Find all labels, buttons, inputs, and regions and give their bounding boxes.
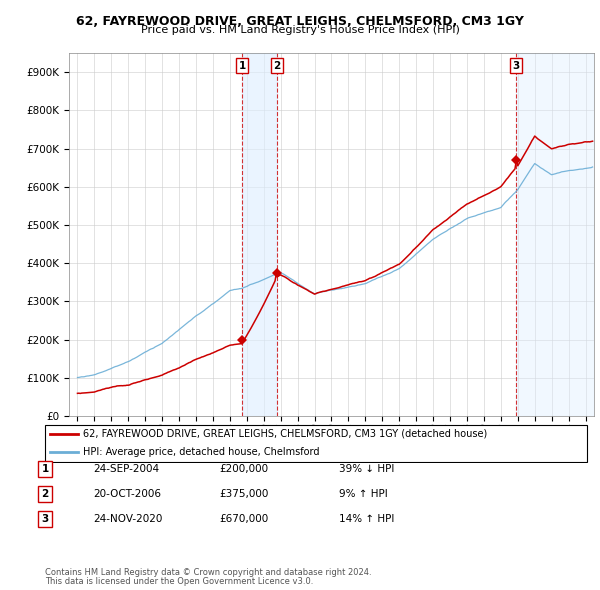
- FancyBboxPatch shape: [45, 425, 587, 461]
- Text: £375,000: £375,000: [219, 489, 268, 499]
- Text: This data is licensed under the Open Government Licence v3.0.: This data is licensed under the Open Gov…: [45, 577, 313, 586]
- Text: 14% ↑ HPI: 14% ↑ HPI: [339, 514, 394, 523]
- Text: 24-SEP-2004: 24-SEP-2004: [93, 464, 159, 474]
- Bar: [242, 53, 277, 416]
- Text: £200,000: £200,000: [219, 464, 268, 474]
- Text: 62, FAYREWOOD DRIVE, GREAT LEIGHS, CHELMSFORD, CM3 1GY: 62, FAYREWOOD DRIVE, GREAT LEIGHS, CHELM…: [76, 15, 524, 28]
- Text: Price paid vs. HM Land Registry's House Price Index (HPI): Price paid vs. HM Land Registry's House …: [140, 25, 460, 35]
- Text: 20-OCT-2006: 20-OCT-2006: [93, 489, 161, 499]
- Text: 1: 1: [41, 464, 49, 474]
- Text: £670,000: £670,000: [219, 514, 268, 523]
- Text: 62, FAYREWOOD DRIVE, GREAT LEIGHS, CHELMSFORD, CM3 1GY (detached house): 62, FAYREWOOD DRIVE, GREAT LEIGHS, CHELM…: [83, 429, 487, 439]
- Text: 9% ↑ HPI: 9% ↑ HPI: [339, 489, 388, 499]
- Text: 39% ↓ HPI: 39% ↓ HPI: [339, 464, 394, 474]
- Text: 2: 2: [41, 489, 49, 499]
- Text: 3: 3: [512, 61, 520, 71]
- Text: 2: 2: [274, 61, 281, 71]
- Text: 1: 1: [239, 61, 246, 71]
- Text: 3: 3: [41, 514, 49, 523]
- Text: 24-NOV-2020: 24-NOV-2020: [93, 514, 163, 523]
- Text: HPI: Average price, detached house, Chelmsford: HPI: Average price, detached house, Chel…: [83, 447, 320, 457]
- Bar: [516, 53, 594, 416]
- Text: Contains HM Land Registry data © Crown copyright and database right 2024.: Contains HM Land Registry data © Crown c…: [45, 568, 371, 577]
